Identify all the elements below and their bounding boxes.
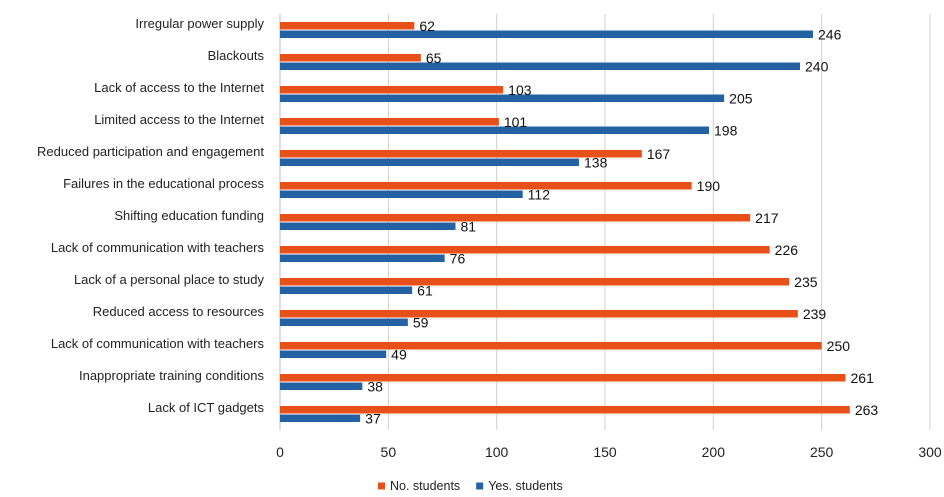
bar-no-students-reduced-participation-and-engagement xyxy=(280,150,642,158)
gridlines xyxy=(279,14,931,430)
bar-yes-students-blackouts xyxy=(280,62,800,70)
data-label-no-students-reduced-participation-and-engagement: 167 xyxy=(647,146,671,162)
data-label-yes-students-irregular-power-supply: 246 xyxy=(818,26,842,42)
data-label-yes-students-reduced-access-to-resources: 59 xyxy=(413,314,429,330)
category-label-lack-of-a-personal-place-to-study: Lack of a personal place to study xyxy=(74,272,265,287)
data-label-no-students-lack-of-communication-with-teachers: 226 xyxy=(775,242,799,258)
bar-yes-students-lack-of-communication-with-teachers xyxy=(280,254,445,262)
category-labels: Irregular power supply Blackouts Lack of a… xyxy=(37,16,264,415)
legend-label-yes-students: Yes. students xyxy=(488,479,563,493)
data-label-no-students-failures-in-the-educational-process: 190 xyxy=(697,178,721,194)
legend-swatch-yes-students xyxy=(476,482,484,490)
legend: No. students Yes. students xyxy=(378,479,563,493)
bar-no-students-reduced-access-to-resources xyxy=(280,310,798,318)
category-label-limited-access-to-the-internet: Limited access to the Internet xyxy=(94,112,264,127)
bar-yes-students-limited-access-to-the-internet xyxy=(280,126,709,134)
data-label-yes-students-inappropriate-training-conditions: 38 xyxy=(367,378,383,394)
data-label-yes-students-reduced-participation-and-engagement: 138 xyxy=(584,154,608,170)
category-label-reduced-access-to-resources: Reduced access to resources xyxy=(93,304,265,319)
bar-no-students-lack-of-a-personal-place-to-study xyxy=(280,278,790,286)
data-label-no-students-lack-of-access-to-the-internet: 103 xyxy=(508,82,532,98)
category-label-failures-in-the-educational-process: Failures in the educational process xyxy=(63,176,264,191)
category-label-lack-of-communication-with-teachers: Lack of communication with teachers xyxy=(51,336,265,351)
x-tick-label-150: 150 xyxy=(593,444,617,460)
x-tick-label-300: 300 xyxy=(918,444,942,460)
bar-yes-students-inappropriate-training-conditions xyxy=(280,382,363,390)
data-label-yes-students-lack-of-ict-gadgets: 37 xyxy=(365,410,381,426)
bar-yes-students-lack-of-access-to-the-internet xyxy=(280,94,725,102)
data-label-yes-students-lack-of-communication-with-teachers: 76 xyxy=(450,250,466,266)
category-label-lack-of-access-to-the-internet: Lack of access to the Internet xyxy=(94,80,264,95)
data-label-yes-students-shifting-education-funding: 81 xyxy=(461,218,477,234)
x-tick-label-0: 0 xyxy=(276,444,284,460)
bar-yes-students-irregular-power-supply xyxy=(280,30,813,38)
data-label-yes-students-lack-of-communication-with-teachers: 49 xyxy=(391,346,407,362)
category-label-reduced-participation-and-engagement: Reduced participation and engagement xyxy=(37,144,264,159)
data-label-no-students-inappropriate-training-conditions: 261 xyxy=(851,370,875,386)
data-label-no-students-lack-of-communication-with-teachers: 250 xyxy=(827,338,851,354)
bar-no-students-lack-of-ict-gadgets xyxy=(280,406,850,414)
data-label-no-students-shifting-education-funding: 217 xyxy=(755,210,779,226)
data-label-no-students-irregular-power-supply: 62 xyxy=(419,18,435,34)
data-label-yes-students-failures-in-the-educational-process: 112 xyxy=(528,186,551,202)
bar-yes-students-lack-of-ict-gadgets xyxy=(280,414,361,422)
data-label-no-students-limited-access-to-the-internet: 101 xyxy=(504,114,528,130)
data-label-no-students-blackouts: 65 xyxy=(426,50,442,66)
bar-yes-students-shifting-education-funding xyxy=(280,222,456,230)
legend-label-no-students: No. students xyxy=(390,479,460,493)
bar-no-students-lack-of-communication-with-teachers xyxy=(280,246,770,254)
data-label-no-students-reduced-access-to-resources: 239 xyxy=(803,306,827,322)
category-label-lack-of-communication-with-teachers: Lack of communication with teachers xyxy=(51,240,265,255)
bar-no-students-lack-of-communication-with-teachers xyxy=(280,342,822,350)
data-label-yes-students-blackouts: 240 xyxy=(805,58,829,74)
bar-yes-students-failures-in-the-educational-process xyxy=(280,190,523,198)
legend-swatch-no-students xyxy=(378,482,385,490)
data-label-yes-students-lack-of-access-to-the-internet: 205 xyxy=(729,90,753,106)
data-label-no-students-lack-of-ict-gadgets: 263 xyxy=(855,402,879,418)
x-tick-label-200: 200 xyxy=(702,444,726,460)
x-tick-label-50: 50 xyxy=(381,444,397,460)
bar-no-students-blackouts xyxy=(280,54,421,62)
bar-yes-students-lack-of-communication-with-teachers xyxy=(280,350,387,358)
bar-yes-students-reduced-access-to-resources xyxy=(280,318,408,326)
category-label-shifting-education-funding: Shifting education funding xyxy=(114,208,264,223)
x-tick-label-100: 100 xyxy=(485,444,509,460)
data-label-yes-students-lack-of-a-personal-place-to-study: 61 xyxy=(417,282,433,298)
category-label-irregular-power-supply: Irregular power supply xyxy=(135,16,264,31)
x-tick-labels: 0 50 100 150 200 250 300 xyxy=(276,444,942,460)
data-label-no-students-lack-of-a-personal-place-to-study: 235 xyxy=(794,274,818,290)
bar-yes-students-lack-of-a-personal-place-to-study xyxy=(280,286,413,294)
bar-yes-students-reduced-participation-and-engagement xyxy=(280,158,579,166)
bar-no-students-inappropriate-training-conditions xyxy=(280,374,846,382)
category-label-blackouts: Blackouts xyxy=(208,48,265,63)
bars xyxy=(280,22,850,422)
data-label-yes-students-limited-access-to-the-internet: 198 xyxy=(714,122,738,138)
category-label-inappropriate-training-conditions: Inappropriate training conditions xyxy=(79,368,265,383)
bar-no-students-shifting-education-funding xyxy=(280,214,751,222)
data-labels: 62 246 65 240 103 205 101 198 167 138 190 112 217 81 2… xyxy=(365,18,878,427)
bar-no-students-irregular-power-supply xyxy=(280,22,415,30)
x-tick-label-250: 250 xyxy=(810,444,834,460)
bar-no-students-lack-of-access-to-the-internet xyxy=(280,86,504,94)
category-label-lack-of-ict-gadgets: Lack of ICT gadgets xyxy=(148,400,265,415)
bar-no-students-limited-access-to-the-internet xyxy=(280,118,499,126)
bar-no-students-failures-in-the-educational-process xyxy=(280,182,692,190)
